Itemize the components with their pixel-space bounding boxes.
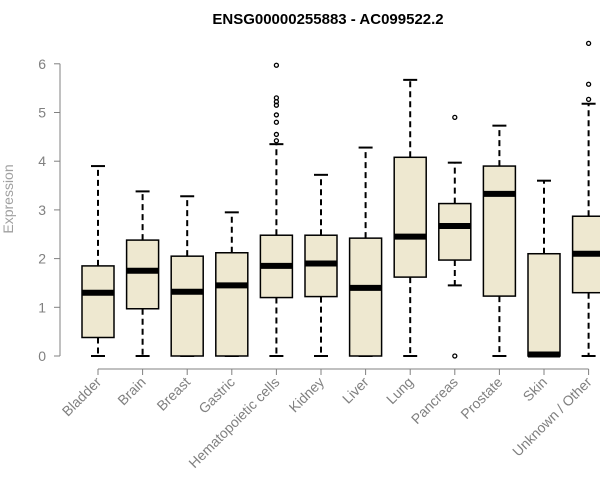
box-kidney (304, 173, 338, 357)
outlier-point (585, 96, 592, 103)
box-group (81, 40, 600, 359)
outlier-point (452, 353, 458, 359)
iqr-box (81, 265, 115, 339)
box-hematopoietic-cells (259, 62, 294, 357)
iqr-box (348, 237, 383, 357)
outlier-point (452, 114, 458, 121)
iqr-box (482, 165, 517, 297)
iqr-box (438, 202, 472, 261)
outlier-point (273, 95, 280, 101)
x-tick-label: Gastric (195, 374, 238, 417)
y-tick-label: 5 (38, 105, 46, 121)
y-tick-label: 0 (38, 348, 46, 364)
outlier-point (273, 112, 280, 118)
x-tick-label: Kidney (286, 374, 328, 416)
outlier-point (585, 81, 592, 87)
outlier-point (273, 119, 280, 125)
outlier-point (273, 131, 280, 138)
y-tick-label: 3 (38, 202, 46, 218)
x-tick-label: Skin (520, 374, 551, 405)
box-pancreas (438, 114, 472, 359)
y-tick-label: 4 (38, 153, 46, 169)
iqr-box (215, 252, 249, 357)
iqr-box (393, 156, 427, 278)
x-tick-label: Brain (114, 374, 148, 408)
outlier-point (585, 40, 592, 46)
y-tick-label: 2 (38, 251, 46, 267)
y-tick-label: 6 (38, 56, 46, 72)
iqr-box (125, 239, 160, 310)
box-brain (125, 190, 160, 357)
y-axis: 0 1 2 3 4 5 6 (38, 56, 61, 364)
y-tick-label: 1 (38, 299, 46, 315)
box-prostate (482, 124, 517, 357)
x-tick-label: Lung (383, 374, 416, 407)
x-tick-label: Bladder (59, 374, 105, 420)
outlier-point (273, 138, 280, 144)
box-lung (393, 78, 427, 357)
box-breast (170, 195, 204, 357)
x-tick-label: Pancreas (408, 374, 461, 427)
iqr-box (527, 252, 561, 357)
iqr-box (170, 255, 204, 357)
y-axis-label: Expression (0, 164, 16, 233)
box-bladder (81, 165, 115, 357)
box-unknown-other (571, 40, 600, 357)
x-tick-label: Unknown / Other (509, 374, 595, 460)
box-liver (348, 146, 383, 357)
box-gastric (215, 211, 249, 357)
chart-title: ENSG00000255883 - AC099522.2 (212, 11, 443, 28)
x-tick-label: Breast (153, 374, 193, 414)
outlier-point (273, 62, 280, 68)
x-tick-label: Liver (339, 374, 372, 407)
x-tick-label: Prostate (457, 374, 505, 422)
box-skin (527, 179, 561, 358)
